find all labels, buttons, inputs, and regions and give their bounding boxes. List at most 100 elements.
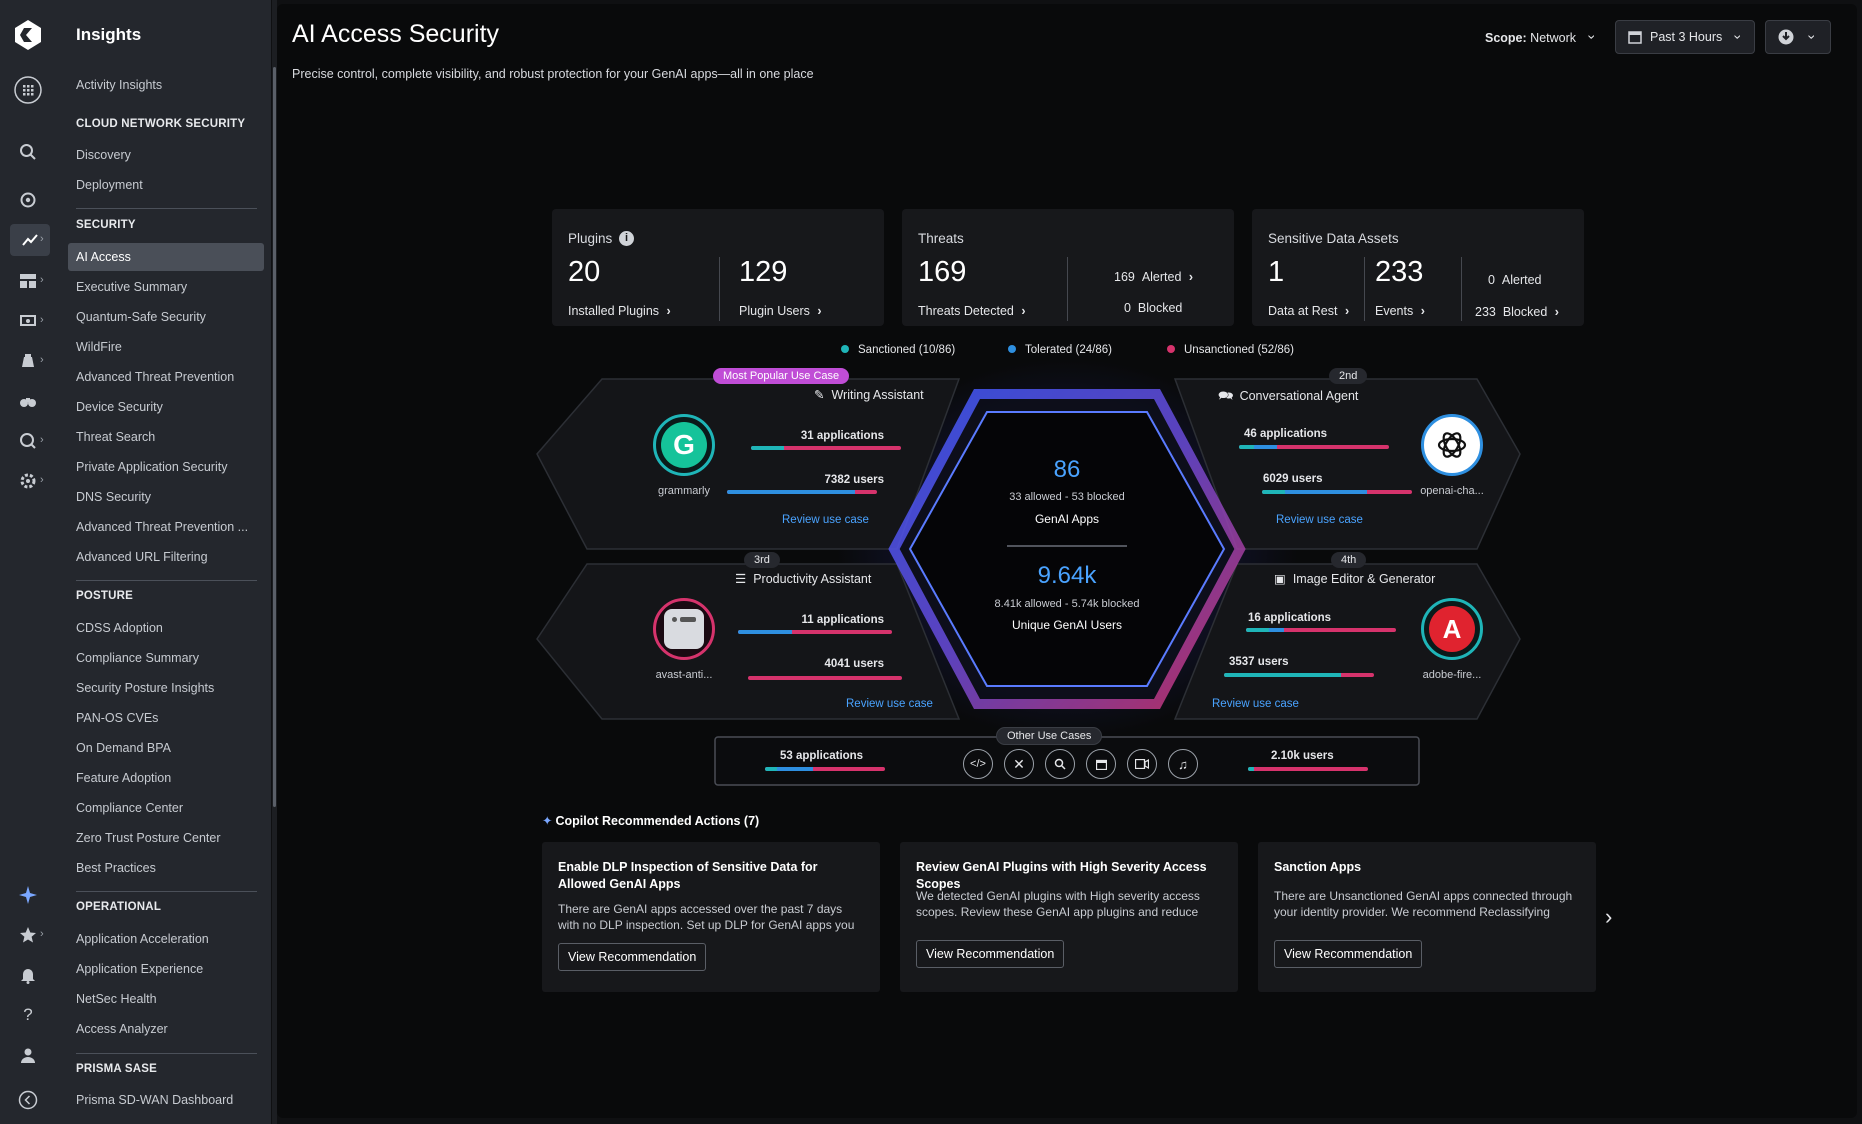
chevron-right-icon: ›: [1420, 304, 1425, 318]
binoculars-icon[interactable]: [12, 385, 44, 417]
use-case-title-image[interactable]: ▣ Image Editor & Generator: [1274, 572, 1436, 586]
avast-app-icon[interactable]: [653, 598, 715, 660]
nav-item-zero-trust[interactable]: Zero Trust Posture Center: [76, 831, 221, 845]
info-icon[interactable]: i: [619, 231, 634, 246]
grammarly-app-icon[interactable]: G: [653, 414, 715, 476]
other-users-bar: [1248, 767, 1368, 771]
nav-item-sdwan-dashboard[interactable]: Prisma SD-WAN Dashboard: [76, 1093, 234, 1107]
productivity-review-link[interactable]: Review use case: [846, 698, 933, 710]
nav-item-atp[interactable]: Advanced Threat Prevention: [76, 370, 235, 384]
target-icon[interactable]: [12, 184, 44, 216]
nav-item-ai-access[interactable]: AI Access: [68, 243, 264, 271]
nav-section-cloud: CLOUD NETWORK SECURITY: [76, 118, 246, 130]
insights-icon[interactable]: [10, 224, 50, 256]
chevron-right-icon[interactable]: ›: [1605, 904, 1613, 929]
workflows-icon[interactable]: [12, 305, 44, 337]
list-icon: ☰: [735, 572, 747, 586]
view-recommendation-button[interactable]: View Recommendation: [558, 943, 707, 971]
scope-selector[interactable]: Scope: Network ›: [1485, 29, 1600, 45]
nav-item-app-acceleration[interactable]: Application Acceleration: [76, 932, 209, 946]
nav-item-dns-security[interactable]: DNS Security: [76, 490, 152, 504]
view-recommendation-button[interactable]: View Recommendation: [1274, 940, 1423, 968]
nav-scrollbar-thumb[interactable]: [273, 67, 276, 807]
openai-app-icon[interactable]: [1421, 414, 1483, 476]
nav-item-url-filtering[interactable]: Advanced URL Filtering: [76, 550, 208, 564]
nav-item-device-security[interactable]: Device Security: [76, 400, 163, 414]
data-at-rest-link[interactable]: Data at Rest ›: [1268, 304, 1350, 318]
installed-plugins-link[interactable]: Installed Plugins ›: [568, 304, 671, 318]
download-dropdown[interactable]: ›: [1765, 20, 1831, 54]
search-icon[interactable]: [1045, 749, 1075, 779]
nav-item-best-practices[interactable]: Best Practices: [76, 861, 156, 875]
help-icon[interactable]: ?: [23, 1005, 33, 1024]
events-link[interactable]: Events ›: [1375, 304, 1425, 318]
code-icon[interactable]: </>: [963, 749, 993, 779]
bell-icon[interactable]: [12, 959, 44, 991]
music-icon[interactable]: ♫: [1168, 749, 1198, 779]
recommendation-desc: We detected GenAI plugins with High seve…: [916, 889, 1200, 919]
copilot-sparkle-icon[interactable]: [12, 879, 44, 911]
use-case-badge-most-popular: Most Popular Use Case: [713, 368, 850, 384]
plugin-users-link[interactable]: Plugin Users ›: [739, 304, 822, 318]
image-review-link[interactable]: Review use case: [1212, 698, 1299, 710]
nav-item-discovery[interactable]: Discovery: [76, 148, 131, 162]
nav-item-executive-summary[interactable]: Executive Summary: [76, 280, 188, 294]
nav-item-quantum-safe[interactable]: Quantum-Safe Security: [76, 310, 206, 324]
nav-item-on-demand-bpa[interactable]: On Demand BPA: [76, 741, 171, 755]
tools-icon[interactable]: ✕: [1004, 749, 1034, 779]
view-recommendation-button[interactable]: View Recommendation: [916, 940, 1065, 968]
time-range-dropdown[interactable]: Past 3 Hours ›: [1615, 20, 1755, 54]
legend-sanctioned: Sanctioned (10/86): [841, 344, 955, 356]
nav-section-posture: POSTURE: [76, 590, 133, 602]
use-case-title-productivity[interactable]: ☰ Productivity Assistant: [735, 572, 872, 586]
nav-item-netsec-health[interactable]: NetSec Health: [76, 992, 157, 1006]
apps-grid-icon[interactable]: [12, 74, 44, 106]
threats-detected-link[interactable]: Threats Detected ›: [918, 304, 1026, 318]
productivity-assistant-panel: [536, 563, 961, 720]
nav-item-atp-2[interactable]: Advanced Threat Prevention ...: [76, 520, 249, 534]
video-icon[interactable]: [1127, 749, 1157, 779]
nav-item-feature-adoption[interactable]: Feature Adoption: [76, 771, 172, 785]
chevron-right-icon: ›: [1188, 270, 1194, 284]
nav-item-compliance-summary[interactable]: Compliance Summary: [76, 651, 199, 665]
productivity-users-count: 4041 users: [824, 658, 884, 670]
nav-item-cdss-adoption[interactable]: CDSS Adoption: [76, 621, 163, 635]
nav-item-wildfire[interactable]: WildFire: [76, 340, 122, 354]
nav-item-compliance-center[interactable]: Compliance Center: [76, 801, 183, 815]
collapse-icon[interactable]: [12, 1084, 44, 1116]
nav-item-app-experience[interactable]: Application Experience: [76, 962, 204, 976]
threats-alerted-link[interactable]: 169 Alerted ›: [1114, 270, 1194, 284]
recommendation-desc: There are GenAI apps accessed over the p…: [558, 902, 855, 932]
conversational-review-link[interactable]: Review use case: [1276, 514, 1363, 526]
dashboard-icon[interactable]: [12, 265, 44, 297]
events-value: 233: [1375, 256, 1424, 288]
use-case-title-writing[interactable]: ✎ Writing Assistant: [814, 388, 924, 402]
unique-users-label: Unique GenAI Users: [1011, 618, 1123, 632]
writing-review-link[interactable]: Review use case: [782, 514, 869, 526]
logo-icon[interactable]: [12, 19, 44, 51]
nav-item-threat-search[interactable]: Threat Search: [76, 430, 156, 444]
user-icon[interactable]: [12, 1039, 44, 1071]
nav-item-panos-cves[interactable]: PAN-OS CVEs: [76, 711, 159, 725]
nav-item-private-app-security[interactable]: Private Application Security: [76, 460, 228, 474]
incidents-icon[interactable]: [12, 425, 44, 457]
nav-item-security-posture[interactable]: Security Posture Insights: [76, 681, 215, 695]
sensitive-alerted: 0 Alerted: [1488, 273, 1542, 287]
nav-item-activity-insights[interactable]: Activity Insights: [76, 78, 163, 92]
use-case-title-conversational[interactable]: 🗪 Conversational Agent: [1218, 389, 1359, 403]
nav-title: Insights: [76, 25, 142, 44]
nav-item-access-analyzer[interactable]: Access Analyzer: [76, 1022, 168, 1036]
center-hex-inner: [908, 411, 1226, 687]
calendar-icon[interactable]: [1086, 749, 1116, 779]
other-use-cases-label: Other Use Cases: [996, 727, 1103, 745]
manage-icon[interactable]: [12, 345, 44, 377]
search-icon[interactable]: [12, 136, 44, 168]
recommendation-title: Sanction Apps: [1274, 860, 1362, 874]
settings-icon[interactable]: [12, 465, 44, 497]
sensitive-blocked-link[interactable]: 233 Blocked ›: [1475, 305, 1559, 319]
star-icon[interactable]: [12, 919, 44, 951]
nav-item-deployment[interactable]: Deployment: [76, 178, 143, 192]
avast-app-label: avast-anti...: [655, 669, 713, 681]
chevron-right-icon: ›: [817, 304, 822, 318]
adobe-firefly-app-icon[interactable]: A: [1421, 598, 1483, 660]
